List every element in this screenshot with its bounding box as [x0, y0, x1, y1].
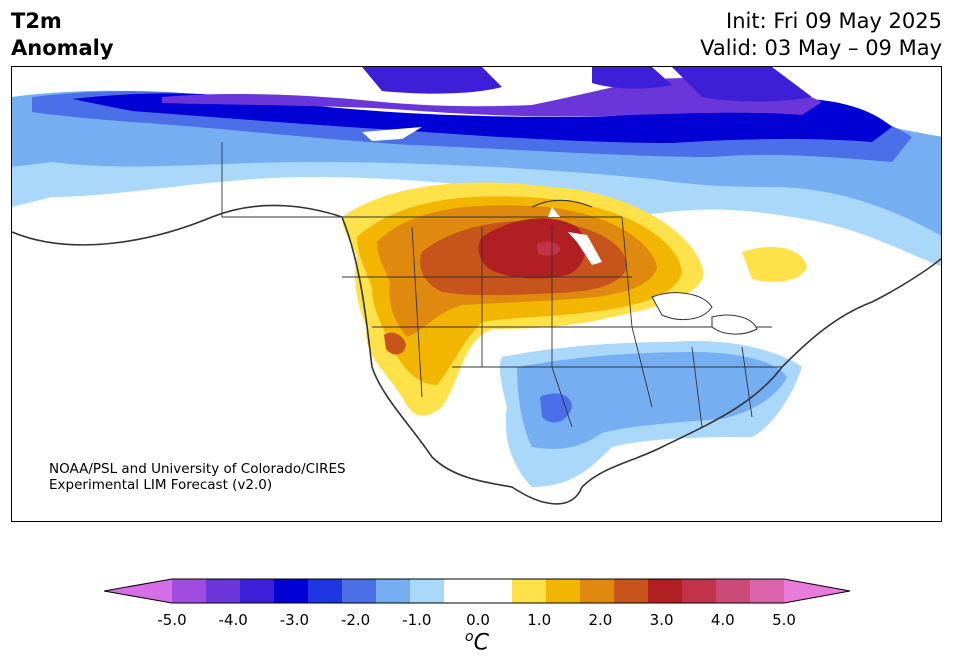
colorbar-segment [274, 579, 309, 603]
hudson-bay-shore [531, 199, 593, 208]
colorbar-segment [614, 579, 649, 603]
colorbar-segment [512, 579, 547, 603]
colorbar-graphic [103, 578, 851, 604]
colorbar-segment [240, 579, 275, 603]
colorbar-segment [172, 579, 207, 603]
credit-text: NOAA/PSL and University of Colorado/CIRE… [49, 461, 346, 493]
colorbar-segment [716, 579, 751, 603]
colorbar-segment [750, 579, 785, 603]
colorbar-arrow-left [104, 579, 172, 603]
valid-range: Valid: 03 May – 09 May [700, 36, 942, 60]
unit-degree: o [465, 629, 474, 645]
colorbar-tick-label: -1.0 [402, 611, 432, 629]
colorbar-segment [410, 579, 445, 603]
cold-arctic [362, 67, 812, 102]
forecast-dates: Init: Fri 09 May 2025 Valid: 03 May – 09… [700, 8, 942, 62]
unit-label: C [473, 630, 489, 656]
warm-ca-spot [384, 332, 406, 355]
colorbar-arrow-right [784, 579, 850, 603]
colorbar-segment [444, 579, 479, 603]
colorbar-segment [206, 579, 241, 603]
warm-east [742, 247, 807, 282]
map-title: T2m Anomaly [11, 8, 114, 62]
colorbar-tick-label: -3.0 [279, 611, 310, 629]
colorbar-segment [648, 579, 683, 603]
credit-line-1: NOAA/PSL and University of Colorado/CIRE… [49, 461, 346, 477]
colorbar-unit: oC [465, 629, 489, 655]
colorbar-tick-label: 0.0 [466, 611, 490, 629]
colorbar-segment [308, 579, 343, 603]
colorbar-tick-label: -2.0 [340, 611, 371, 629]
cool-mid [517, 352, 787, 449]
colorbar-tick-label: 4.0 [710, 611, 735, 629]
warm-core [478, 218, 586, 279]
anomaly-map-canvas [12, 67, 941, 505]
colorbar-segment [478, 579, 513, 603]
init-date: Init: Fri 09 May 2025 [726, 9, 942, 33]
coastline [12, 204, 941, 505]
colorbar-tick-label: 3.0 [649, 611, 674, 629]
colorbar-tick-label: 2.0 [588, 611, 613, 629]
colorbar-segment [682, 579, 717, 603]
colorbar-tick-label: 5.0 [772, 611, 796, 629]
title-line-2: Anomaly [11, 36, 114, 60]
cool-core [540, 393, 572, 423]
title-line-1: T2m [11, 9, 62, 33]
colorbar-tick-label: 1.0 [527, 611, 552, 629]
warm-hotspot [537, 241, 560, 256]
cold-core [72, 93, 892, 143]
colorbar-tick-label: -4.0 [218, 611, 248, 629]
colorbar-outline [103, 578, 851, 604]
colorbar-segment [580, 579, 615, 603]
state-borders [221, 142, 782, 428]
colorbar-segment [342, 579, 377, 603]
credit-line-2: Experimental LIM Forecast (v2.0) [49, 477, 273, 493]
great-lakes [651, 292, 758, 335]
colorbar-segment [546, 579, 581, 603]
colorbar-segment [376, 579, 411, 603]
colorbar [103, 577, 852, 609]
anomaly-map [11, 66, 942, 522]
colorbar-tick-label: -5.0 [157, 611, 187, 629]
